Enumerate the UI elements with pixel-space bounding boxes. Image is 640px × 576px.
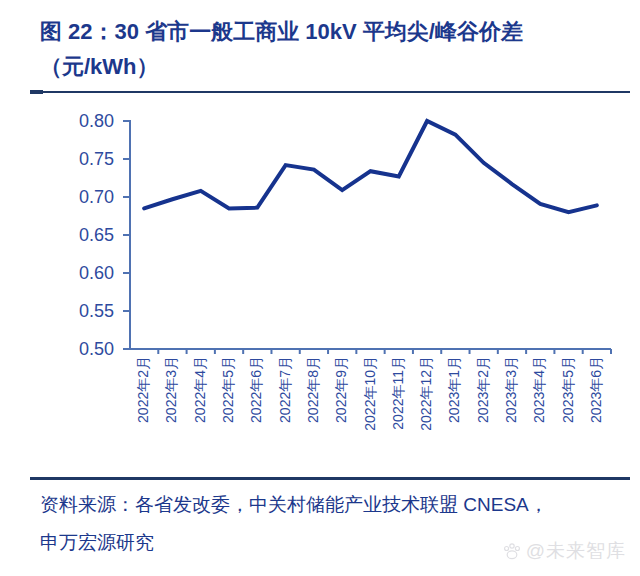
y-tick-label: 0.60	[56, 263, 114, 283]
x-tick-label: 2022年10月	[362, 356, 379, 431]
report-figure-page: 图 22：30 省市一般工商业 10kV 平均尖/峰谷价差 （元/kWh） 0.…	[0, 0, 640, 576]
x-tick-label: 2023年3月	[503, 356, 520, 423]
x-tick-label: 2023年4月	[531, 356, 548, 423]
y-tick-label: 0.70	[56, 187, 114, 207]
x-tick-label: 2022年12月	[418, 356, 435, 431]
x-tick-label: 2022年11月	[390, 356, 407, 430]
x-tick-label: 2022年5月	[220, 356, 237, 423]
x-tick-label: 2022年9月	[333, 356, 350, 423]
x-tick-label: 2022年6月	[248, 356, 265, 423]
footer-divider-rule	[30, 477, 630, 480]
source-note-line1: 资料来源：各省发改委，中关村储能产业技术联盟 CNESA，	[40, 486, 620, 524]
y-tick-label: 0.65	[56, 225, 114, 245]
watermark-text: @未来智库	[526, 538, 626, 564]
data-line	[144, 121, 597, 212]
x-tick-label: 2023年6月	[588, 356, 605, 423]
x-tick-label: 2023年2月	[475, 356, 492, 423]
x-tick-label: 2023年5月	[560, 356, 577, 423]
x-tick-label: 2022年3月	[163, 356, 180, 423]
x-tick-label: 2023年1月	[446, 356, 463, 423]
y-tick-label: 0.55	[56, 301, 114, 321]
x-tick-label: 2022年7月	[277, 356, 294, 423]
watermark: @未来智库	[502, 538, 626, 564]
y-tick-label: 0.80	[56, 111, 114, 131]
paw-icon	[502, 541, 522, 561]
y-tick-label: 0.75	[56, 149, 114, 169]
y-tick-label: 0.50	[56, 339, 114, 359]
x-tick-label: 2022年2月	[135, 356, 152, 423]
x-tick-label: 2022年4月	[192, 356, 209, 423]
x-tick-label: 2022年8月	[305, 356, 322, 423]
